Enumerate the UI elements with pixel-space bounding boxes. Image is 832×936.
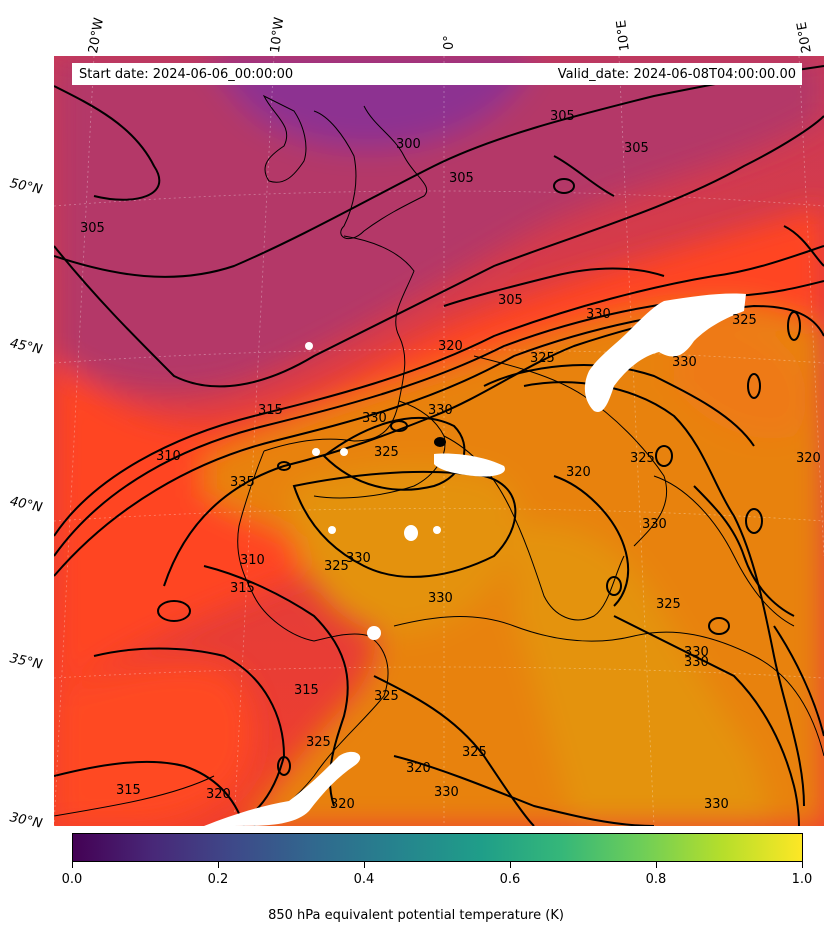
contour-label: 310: [156, 449, 181, 464]
contour-label: 320: [206, 787, 231, 802]
lat-label-45n: 45°N: [8, 336, 44, 358]
colorbar-tick-label: 0.2: [207, 872, 229, 887]
colorbar-tick-label: 0.6: [499, 872, 521, 887]
colorbar-title: 850 hPa equivalent potential temperature…: [268, 908, 564, 923]
contour-label: 335: [230, 475, 255, 490]
lon-label-20e: 20°E: [794, 20, 815, 55]
contour-label: 330: [362, 411, 387, 426]
contour-label: 330: [684, 645, 709, 660]
lat-label-50n: 50°N: [8, 176, 44, 198]
contour-label: 325: [462, 745, 487, 760]
colorbar-tick-label: 0.4: [353, 872, 375, 887]
colorbar-tick: [802, 862, 803, 868]
colorbar-tick-label: 1.0: [791, 872, 813, 887]
lat-label-40n: 40°N: [8, 494, 44, 516]
contour-label: 305: [550, 109, 575, 124]
colorbar-tick: [72, 862, 73, 868]
colorbar-tick: [656, 862, 657, 868]
lon-label-20w: 20°W: [86, 16, 108, 55]
contour-label: 325: [630, 451, 655, 466]
valid-date-text: Valid_date: 2024-06-08T04:00:00.00: [557, 67, 796, 82]
masked-regions: [204, 293, 746, 826]
contour-label: 325: [530, 351, 555, 366]
contour-label: 330: [346, 551, 371, 566]
contour-label: 330: [684, 655, 709, 670]
contour-label: 315: [258, 403, 283, 418]
contour-label: 320: [566, 465, 591, 480]
dark-blob: [434, 437, 446, 447]
start-date-text: Start date: 2024-06-06_00:00:00: [79, 67, 294, 82]
contour-label: 330: [642, 517, 667, 532]
contour-label: 320: [796, 451, 821, 466]
contour-label: 320: [330, 797, 355, 812]
contour-labels: 305 300 305 305 305 305 310 315 320 325 …: [80, 109, 821, 812]
contour-label: 325: [306, 735, 331, 750]
contour-blobs: [157, 178, 801, 776]
contour-label: 325: [656, 597, 681, 612]
contour-label: 320: [406, 761, 431, 776]
contour-label: 305: [498, 293, 523, 308]
lat-label-30n: 30°N: [8, 810, 44, 832]
colorbar-tick-label: 0.8: [645, 872, 667, 887]
lon-label-10e: 10°E: [614, 19, 633, 53]
contour-lines: [54, 65, 824, 826]
lon-label-0: 0°: [442, 35, 457, 50]
contour-label: 325: [374, 445, 399, 460]
theta-e-field: 305 300 305 305 305 305 310 315 320 325 …: [54, 56, 824, 826]
contour-label: 305: [449, 171, 474, 186]
colorbar: [72, 833, 803, 862]
map-panel: 305 300 305 305 305 305 310 315 320 325 …: [54, 56, 824, 826]
colorbar-tick: [364, 862, 365, 868]
contour-label: 330: [428, 403, 453, 418]
contour-label: 330: [672, 355, 697, 370]
contour-label: 310: [240, 553, 265, 568]
contour-label: 330: [428, 591, 453, 606]
lon-label-10w: 10°W: [268, 16, 288, 54]
contour-label: 325: [732, 313, 757, 328]
contour-label: 315: [116, 783, 141, 798]
contour-label: 330: [704, 797, 729, 812]
contour-label: 330: [434, 785, 459, 800]
colorbar-tick: [510, 862, 511, 868]
contour-label: 330: [586, 307, 611, 322]
contour-label: 315: [294, 683, 319, 698]
colorbar-tick: [218, 862, 219, 868]
contour-label: 305: [624, 141, 649, 156]
contour-label: 315: [230, 581, 255, 596]
date-banner: Start date: 2024-06-06_00:00:00 Valid_da…: [72, 63, 802, 85]
colorbar-tick-label: 0.0: [61, 872, 83, 887]
contour-label: 325: [374, 689, 399, 704]
coastlines: [54, 94, 824, 826]
lat-label-35n: 35°N: [8, 651, 44, 673]
contour-label: 325: [324, 559, 349, 574]
contour-label: 300: [396, 137, 421, 152]
contour-label: 320: [438, 339, 463, 354]
contour-label: 305: [80, 221, 105, 236]
